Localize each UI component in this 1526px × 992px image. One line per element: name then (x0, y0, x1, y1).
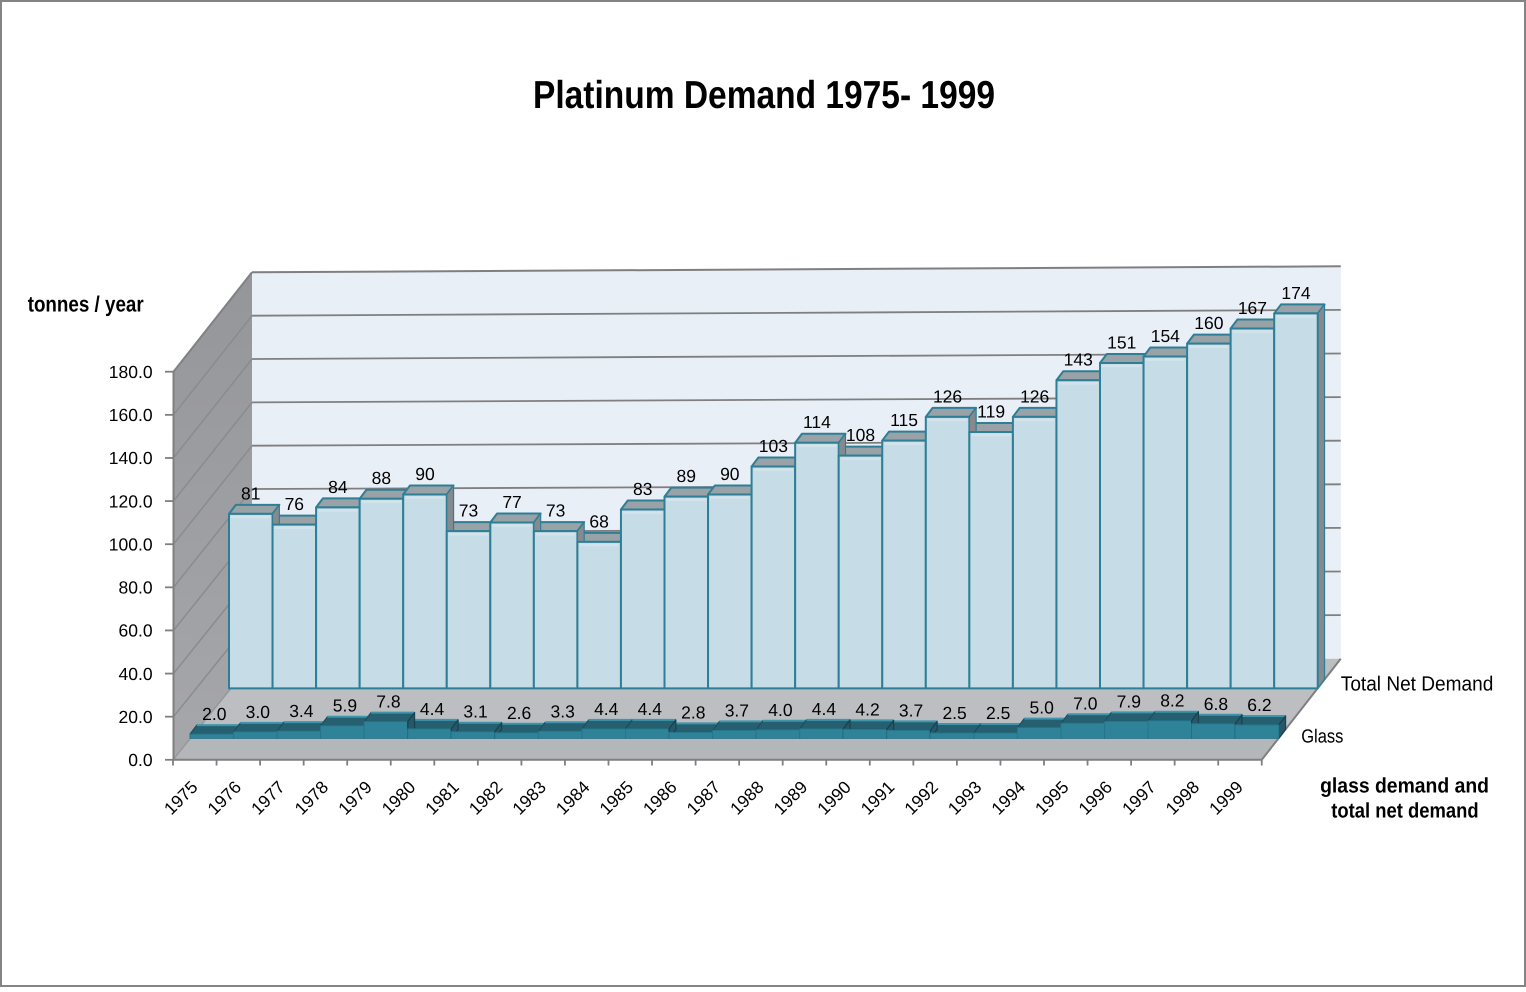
svg-text:154: 154 (1151, 326, 1180, 346)
svg-text:90: 90 (415, 464, 435, 484)
svg-text:Glass: Glass (1301, 727, 1343, 748)
svg-text:total net demand: total net demand (1331, 800, 1478, 823)
svg-text:2.8: 2.8 (681, 702, 705, 722)
svg-text:114: 114 (803, 412, 831, 432)
svg-text:5.9: 5.9 (333, 696, 357, 716)
svg-text:7.8: 7.8 (376, 692, 400, 712)
svg-text:126: 126 (933, 386, 962, 406)
svg-text:3.7: 3.7 (899, 700, 923, 720)
svg-text:151: 151 (1107, 332, 1136, 352)
svg-text:7.0: 7.0 (1073, 693, 1098, 713)
svg-text:100.0: 100.0 (109, 534, 153, 554)
svg-text:80.0: 80.0 (119, 578, 153, 598)
svg-text:4.4: 4.4 (594, 699, 619, 719)
svg-text:83: 83 (633, 479, 652, 499)
svg-text:167: 167 (1238, 298, 1267, 318)
svg-text:40.0: 40.0 (119, 664, 153, 684)
svg-text:88: 88 (372, 468, 391, 488)
svg-text:120.0: 120.0 (109, 491, 153, 511)
svg-text:tonnes / year: tonnes / year (28, 292, 144, 317)
svg-text:103: 103 (759, 436, 788, 456)
svg-text:8.2: 8.2 (1160, 691, 1184, 711)
svg-text:4.4: 4.4 (812, 699, 837, 719)
svg-text:4.2: 4.2 (855, 699, 879, 719)
svg-text:180.0: 180.0 (109, 362, 153, 382)
svg-text:3.4: 3.4 (289, 701, 314, 721)
svg-text:84: 84 (328, 477, 348, 497)
svg-text:126: 126 (1020, 386, 1049, 406)
svg-text:3.0: 3.0 (246, 702, 271, 722)
svg-text:174: 174 (1281, 283, 1310, 303)
svg-text:143: 143 (1064, 350, 1093, 370)
svg-text:90: 90 (720, 464, 740, 484)
svg-text:Platinum Demand 1975- 1999: Platinum Demand 1975- 1999 (533, 74, 995, 117)
svg-text:2.0: 2.0 (202, 704, 227, 724)
svg-text:160: 160 (1194, 313, 1223, 333)
svg-text:160.0: 160.0 (109, 405, 153, 425)
svg-text:glass demand and: glass demand and (1320, 775, 1489, 798)
svg-text:7.9: 7.9 (1117, 691, 1141, 711)
svg-text:81: 81 (241, 483, 260, 503)
svg-text:119: 119 (977, 401, 1005, 421)
svg-text:2.5: 2.5 (942, 703, 966, 723)
svg-text:Total Net Demand: Total Net Demand (1341, 673, 1494, 696)
svg-text:0.0: 0.0 (128, 750, 153, 770)
svg-text:20.0: 20.0 (119, 707, 153, 727)
svg-text:60.0: 60.0 (119, 621, 153, 641)
svg-text:76: 76 (285, 494, 304, 514)
svg-text:73: 73 (459, 500, 478, 520)
svg-text:2.6: 2.6 (507, 703, 531, 723)
svg-text:68: 68 (589, 511, 608, 531)
svg-text:140.0: 140.0 (109, 448, 153, 468)
svg-text:2.5: 2.5 (986, 703, 1010, 723)
svg-text:4.4: 4.4 (638, 699, 663, 719)
svg-text:4.0: 4.0 (768, 700, 793, 720)
svg-text:6.2: 6.2 (1247, 695, 1271, 715)
svg-text:3.7: 3.7 (725, 700, 749, 720)
svg-text:4.4: 4.4 (420, 699, 445, 719)
svg-text:108: 108 (846, 425, 875, 445)
svg-text:115: 115 (890, 410, 918, 430)
svg-text:73: 73 (546, 500, 565, 520)
svg-text:3.3: 3.3 (551, 701, 575, 721)
svg-text:6.8: 6.8 (1204, 694, 1228, 714)
svg-text:89: 89 (677, 466, 696, 486)
svg-text:5.0: 5.0 (1030, 698, 1055, 718)
svg-text:3.1: 3.1 (463, 702, 487, 722)
svg-text:77: 77 (502, 492, 521, 512)
